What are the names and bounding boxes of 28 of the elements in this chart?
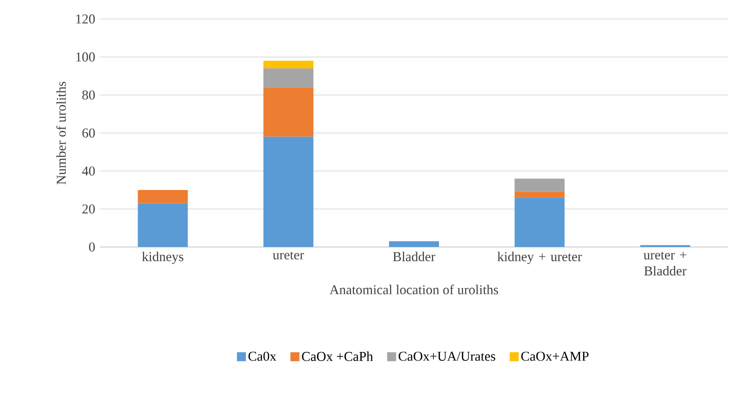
bar [263, 60, 314, 68]
x-tick-label: ureter + Bladder [644, 252, 686, 276]
legend-label: Ca0x [248, 352, 276, 361]
legend-label: CaOx +CaPh [302, 352, 373, 361]
bar [514, 178, 565, 192]
bar [138, 190, 188, 204]
bar [263, 68, 314, 88]
x-tick-label: kidney + ureter [497, 252, 582, 264]
y-tick-label: 80 [82, 90, 95, 100]
bar [138, 203, 188, 247]
y-axis-title: Number of uroliths [56, 82, 66, 184]
x-tick-label: ureter [272, 252, 304, 260]
y-tick-label: 0 [89, 242, 95, 252]
bar [263, 136, 314, 247]
bar [514, 198, 565, 247]
bar [389, 241, 440, 247]
y-tick-label: 20 [82, 204, 95, 214]
y-tick-label: 40 [82, 166, 95, 176]
x-axis-title: Anatomical location of uroliths [330, 284, 498, 294]
legend-label: CaOx+UA/Urates [398, 352, 496, 361]
legend-label: CaOx+AMP [521, 352, 589, 361]
x-tick-label: kidneys [142, 252, 184, 264]
bar [514, 192, 565, 198]
x-tick-label: Bladder [393, 252, 436, 262]
bar [263, 87, 314, 137]
y-tick-label: 100 [76, 52, 95, 62]
y-tick-label: 120 [76, 14, 95, 24]
y-tick-label: 60 [82, 128, 95, 138]
